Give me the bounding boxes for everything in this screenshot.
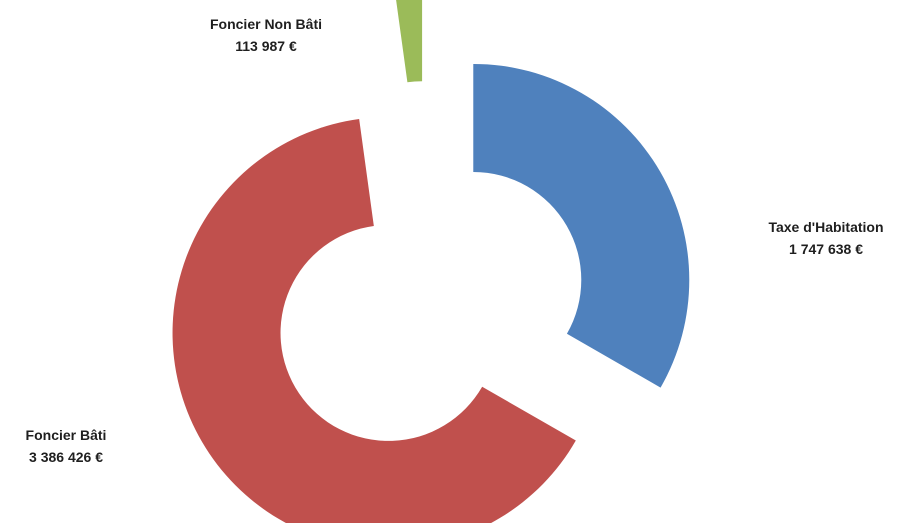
data-label-taxe-d-habitation: Taxe d'Habitation 1 747 638 € bbox=[768, 219, 883, 257]
chart-data-labels: Taxe d'Habitation 1 747 638 € Foncier Bâti… bbox=[26, 16, 884, 465]
data-label-value: 113 987 € bbox=[235, 38, 297, 54]
data-label-foncier-b-ti: Foncier Bâti 3 386 426 € bbox=[26, 427, 107, 465]
data-label-category: Foncier Non Bâti bbox=[210, 16, 322, 32]
chart-slices bbox=[172, 0, 690, 523]
data-label-category: Taxe d'Habitation bbox=[768, 219, 883, 235]
data-label-value: 3 386 426 € bbox=[29, 449, 103, 465]
slice-foncier-non-b-ti bbox=[396, 0, 423, 83]
data-label-value: 1 747 638 € bbox=[789, 241, 863, 257]
data-label-foncier-non-b-ti: Foncier Non Bâti 113 987 € bbox=[210, 16, 322, 54]
data-label-category: Foncier Bâti bbox=[26, 427, 107, 443]
slice-foncier-b-ti bbox=[172, 118, 576, 523]
slice-taxe-d-habitation bbox=[473, 63, 690, 388]
